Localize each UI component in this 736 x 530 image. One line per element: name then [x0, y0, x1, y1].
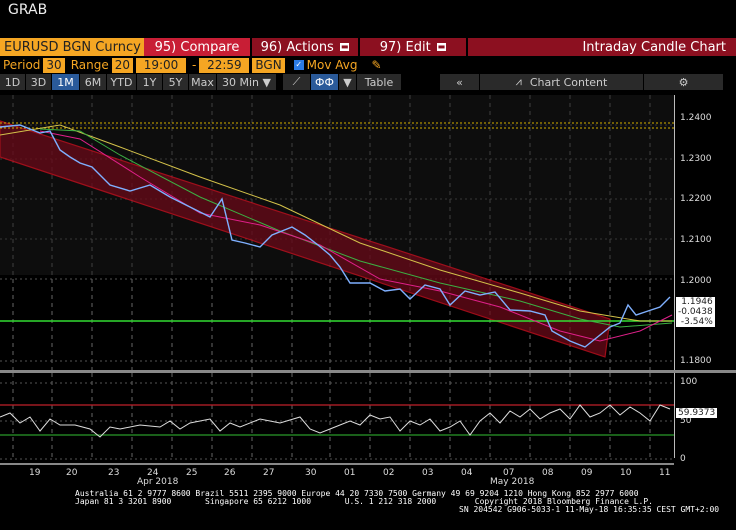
edit-label: 97) Edit — [379, 39, 431, 55]
actions-label: 96) Actions — [260, 39, 334, 55]
dropdown-icon: ▬ — [436, 42, 447, 51]
candle-chart-icon[interactable]: ФФ — [311, 74, 339, 90]
rsi-tick-0: 0 — [680, 454, 686, 464]
time-dash: - — [192, 58, 197, 72]
compare-button[interactable]: 95) Compare — [144, 38, 250, 56]
chart-title: Intraday Candle Chart — [468, 38, 736, 56]
y-tick-1.2100: 1.2100 — [680, 235, 712, 245]
rsi-value-tag: 59.9373 — [676, 408, 718, 418]
command-bar: EURUSD BGN Curncy 95) Compare 96) Action… — [0, 38, 736, 56]
ma-long — [0, 124, 672, 322]
chart-content-label: Chart Content — [529, 75, 608, 89]
table-button[interactable]: Table — [357, 74, 402, 90]
time-from-input[interactable]: 19:00 — [136, 57, 187, 73]
rsi-tick-50: 50 — [680, 416, 692, 426]
range-input[interactable]: 20 — [111, 57, 134, 73]
range-6m[interactable]: 6M — [80, 74, 107, 90]
ma-short — [39, 130, 673, 342]
rsi-tick-100: 100 — [680, 377, 698, 387]
y-tick-1.2400: 1.2400 — [680, 113, 712, 123]
price-line — [0, 124, 671, 348]
edit-button[interactable]: 97) Edit ▬ — [360, 38, 466, 56]
pencil-icon[interactable]: ✎ — [371, 58, 382, 72]
ma-mid — [39, 128, 673, 328]
rsi-chart[interactable] — [0, 373, 674, 461]
interval-select[interactable]: 30 Min ▼ — [217, 74, 277, 90]
period-label: Period — [3, 58, 41, 72]
range-3d[interactable]: 3D — [26, 74, 52, 90]
chart-type-dropdown-icon[interactable]: ▼ — [339, 74, 357, 90]
rsi-line — [0, 404, 671, 438]
last-price-tag: 1.1946 -0.0438 -3.54% — [676, 297, 715, 327]
source-input[interactable]: BGN — [252, 57, 285, 73]
footer-line-1: Australia 61 2 9777 8600 Brazil 5511 239… — [75, 489, 639, 498]
y-tick-1.2200: 1.2200 — [680, 194, 712, 204]
y-tick-1.2000: 1.2000 — [680, 276, 712, 286]
range-max[interactable]: Max — [189, 74, 217, 90]
params-bar: Period 30 Range 20 19:00 - 22:59 BGN ✓ M… — [0, 57, 382, 73]
period-input[interactable]: 30 — [43, 57, 65, 73]
price-y-axis — [674, 95, 675, 458]
x-axis — [0, 463, 674, 465]
collapse-button[interactable]: « — [440, 74, 480, 90]
mov-avg-checkbox[interactable]: ✓ — [293, 60, 304, 70]
range-1m[interactable]: 1M — [52, 74, 80, 90]
mov-avg-label: Mov Avg — [306, 58, 358, 72]
settings-gear-icon[interactable]: ⚙ — [644, 74, 724, 90]
range-toolbar: 1D 3D 1M 6M YTD 1Y 5Y Max 30 Min ▼ ⟋ ФФ … — [0, 74, 736, 90]
range-1y[interactable]: 1Y — [137, 74, 163, 90]
panel-divider[interactable] — [0, 370, 736, 373]
y-tick-1.2300: 1.2300 — [680, 154, 712, 164]
ticker-field[interactable]: EURUSD BGN Curncy — [0, 38, 144, 56]
chart-content-icon: ⩘ — [515, 75, 522, 88]
time-to-input[interactable]: 22:59 — [199, 57, 250, 73]
range-ytd[interactable]: YTD — [107, 74, 137, 90]
compare-label: 95) Compare — [154, 39, 240, 55]
window-title: GRAB — [8, 2, 48, 18]
range-label: Range — [70, 58, 109, 72]
chart-content-button[interactable]: ⩘ Chart Content — [480, 74, 644, 90]
range-5y[interactable]: 5Y — [163, 74, 189, 90]
footer-line-2: Japan 81 3 3201 8900 Singapore 65 6212 1… — [75, 497, 653, 506]
dropdown-icon: ▬ — [339, 42, 350, 51]
line-chart-icon[interactable]: ⟋ — [283, 74, 311, 90]
price-chart[interactable] — [0, 95, 674, 370]
y-tick-1.1800: 1.1800 — [680, 356, 712, 366]
range-1d[interactable]: 1D — [0, 74, 26, 90]
actions-button[interactable]: 96) Actions ▬ — [252, 38, 358, 56]
footer-line-3: SN 204542 G906-5033-1 11-May-18 16:35:35… — [459, 505, 720, 514]
